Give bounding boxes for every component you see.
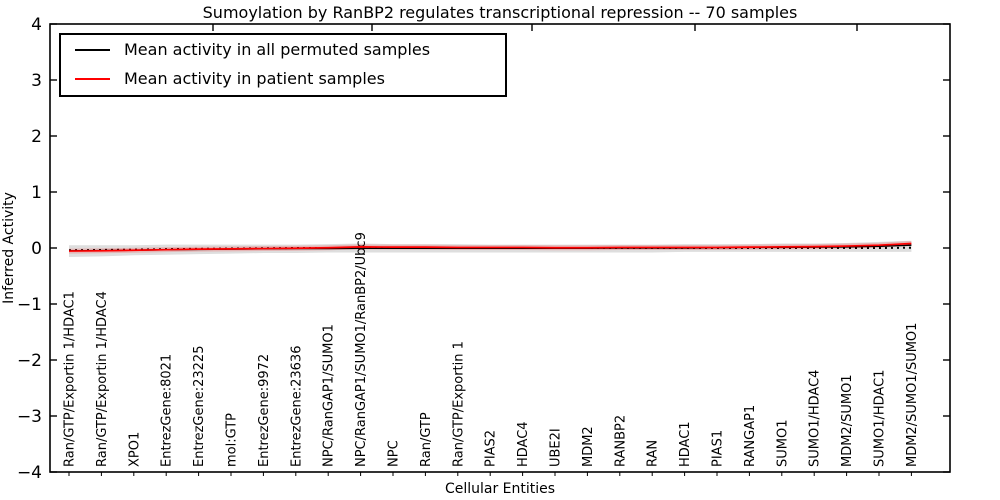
y-tick-label: 2	[31, 127, 42, 147]
x-tick-label: Ran/GTP/Exportin 1/HDAC4	[95, 291, 110, 467]
x-tick-label: RANBP2	[613, 415, 628, 467]
legend-label-patient: Mean activity in patient samples	[124, 69, 385, 88]
legend-item-patient: Mean activity in patient samples	[61, 64, 505, 93]
legend-label-permuted: Mean activity in all permuted samples	[124, 40, 431, 59]
x-tick-label: Ran/GTP/Exportin 1/HDAC1	[63, 291, 78, 467]
x-tick-label: HDAC4	[516, 421, 531, 467]
x-tick-label: RANGAP1	[743, 405, 758, 467]
x-tick-label: EntrezGene:9972	[257, 354, 272, 467]
x-tick-label: PIAS1	[711, 430, 726, 467]
x-tick-label: MDM2/SUMO1	[840, 374, 855, 467]
legend-line-sample-permuted	[75, 48, 110, 51]
x-tick-label: SUMO1	[775, 420, 790, 468]
x-tick-label: XPO1	[127, 432, 142, 467]
x-tick-label: EntrezGene:8021	[160, 354, 175, 467]
y-tick-label: −4	[17, 463, 42, 483]
x-tick-label: RAN	[646, 440, 661, 467]
x-tick-label: EntrezGene:23636	[289, 346, 304, 467]
y-tick-label: 3	[31, 71, 42, 91]
y-tick-label: 0	[31, 239, 42, 259]
x-tick-label: MDM2	[581, 426, 596, 467]
x-tick-label: HDAC1	[678, 421, 693, 467]
y-tick-label: −3	[17, 407, 42, 427]
x-tick-label: Ran/GTP	[419, 412, 434, 467]
x-tick-label: NPC	[387, 440, 402, 467]
x-tick-label: Ran/GTP/Exportin 1	[451, 341, 466, 467]
x-tick-label: PIAS2	[484, 430, 499, 467]
chart-title: Sumoylation by RanBP2 regulates transcri…	[202, 3, 798, 22]
series-line-patient	[68, 242, 912, 252]
legend-item-permuted: Mean activity in all permuted samples	[61, 35, 505, 64]
y-tick-label: −2	[17, 351, 42, 371]
legend-line-sample-patient	[75, 77, 110, 80]
x-tick-label: UBE2I	[549, 428, 564, 467]
x-tick-label: SUMO1/HDAC1	[873, 370, 888, 467]
x-tick-label: NPC/RanGAP1/SUMO1	[322, 324, 337, 467]
legend-box: Mean activity in all permuted samples Me…	[59, 33, 507, 97]
x-tick-label: MDM2/SUMO1/SUMO1	[905, 323, 920, 467]
x-tick-label: NPC/RanGAP1/SUMO1/RanBP2/Ubc9	[354, 232, 369, 467]
x-tick-label: mol:GTP	[225, 413, 240, 467]
x-tick-label: SUMO1/HDAC4	[808, 370, 823, 467]
y-tick-label: 1	[31, 183, 42, 203]
y-tick-label: −1	[17, 295, 42, 315]
x-axis-label: Cellular Entities	[444, 481, 556, 497]
y-tick-label: 4	[31, 15, 42, 35]
x-tick-label: EntrezGene:23225	[192, 346, 207, 467]
